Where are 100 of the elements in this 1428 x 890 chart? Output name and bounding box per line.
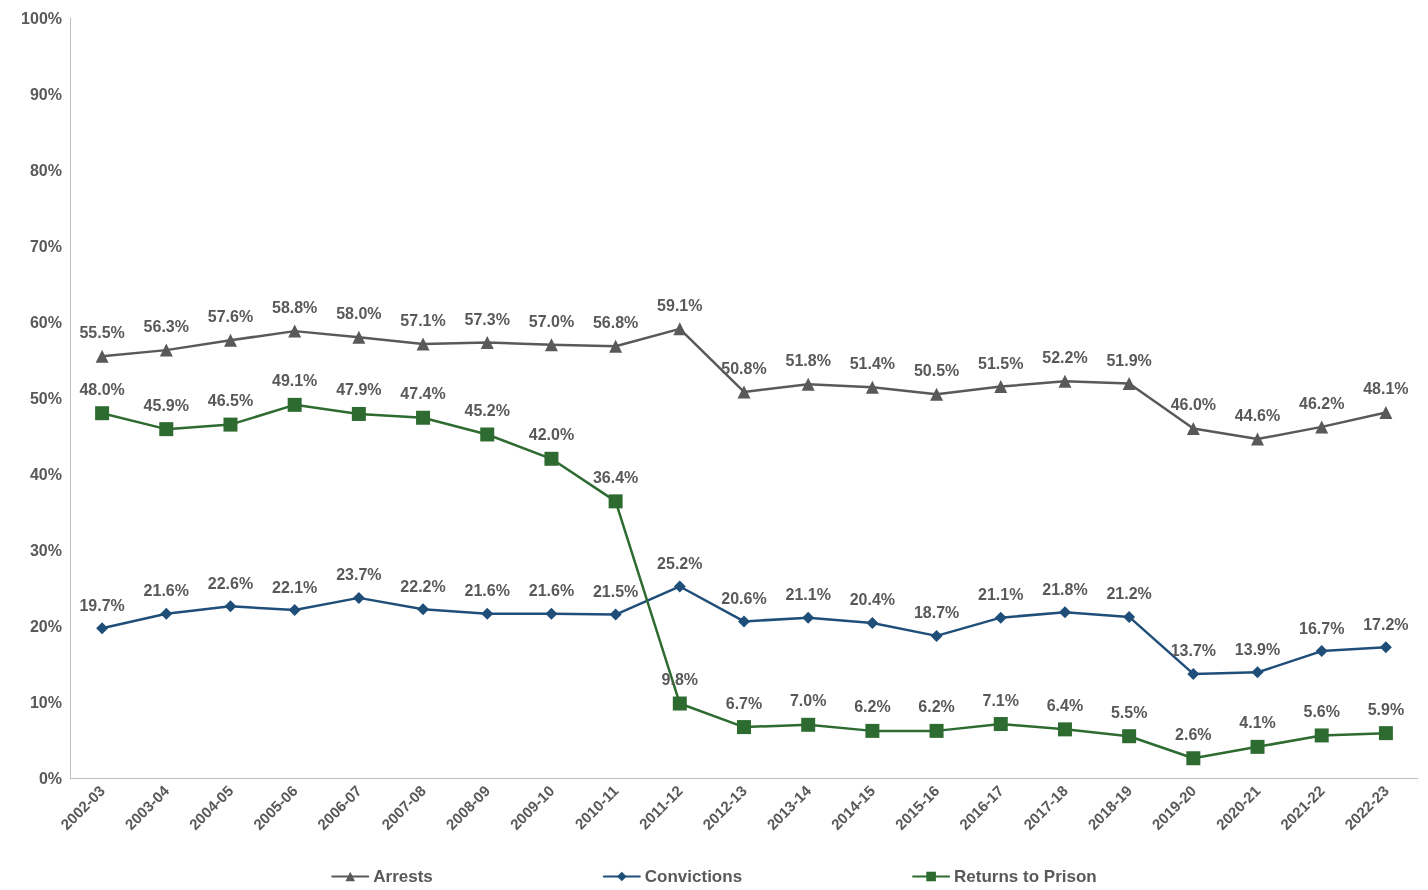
point (993, 717, 1008, 732)
point (1378, 726, 1393, 741)
data-label: 58.8% (271, 299, 318, 317)
y-tick-label: 30% (29, 541, 62, 559)
point (544, 338, 558, 352)
data-label: 59.1% (657, 296, 703, 314)
point (416, 337, 430, 351)
data-label: 21.5% (592, 583, 639, 601)
point (1315, 645, 1328, 658)
data-label: 16.7% (1299, 619, 1345, 637)
y-tick-label: 70% (29, 237, 62, 255)
point (159, 343, 173, 357)
point (416, 410, 431, 425)
data-label: 48.0% (79, 380, 125, 398)
point (1186, 751, 1201, 766)
point (1058, 606, 1071, 619)
data-label: 21.6% (143, 582, 189, 600)
data-label: 21.1% (978, 586, 1024, 604)
point (1187, 667, 1200, 680)
y-tick-label: 20% (29, 617, 62, 635)
data-label: 19.7% (79, 596, 125, 614)
point (737, 385, 751, 399)
y-tick-label: 10% (29, 693, 62, 711)
data-label: 56.3% (143, 318, 189, 336)
data-label: 45.9% (143, 396, 189, 414)
data-label: 25.2% (657, 554, 703, 572)
point (672, 696, 687, 711)
point (994, 380, 1008, 394)
data-label: 5.9% (1367, 700, 1405, 718)
data-label: 6.2% (918, 698, 955, 716)
y-tick-label: 40% (29, 465, 62, 483)
point (288, 604, 301, 617)
point (352, 330, 366, 344)
point (802, 611, 815, 624)
point (930, 629, 943, 642)
point (994, 611, 1007, 624)
point (865, 380, 879, 394)
data-label: 51.4% (849, 355, 896, 373)
data-label: 7.1% (982, 691, 1019, 709)
data-label: 47.4% (400, 385, 446, 403)
legend-label: Arrests (373, 867, 433, 886)
point (865, 723, 880, 738)
point (608, 494, 623, 509)
point (545, 607, 558, 620)
data-label: 57.3% (464, 310, 510, 328)
data-label: 44.6% (1234, 407, 1281, 425)
point (223, 417, 238, 432)
data-label: 23.7% (336, 566, 382, 584)
y-tick-label: 50% (29, 389, 62, 407)
point (160, 607, 173, 620)
data-label: 13.7% (1170, 642, 1217, 660)
point (417, 603, 430, 616)
point (738, 615, 750, 628)
point (1058, 374, 1072, 388)
data-label: 48.1% (1363, 380, 1409, 398)
point (1315, 420, 1329, 434)
data-label: 50.8% (721, 359, 767, 377)
point (159, 422, 174, 437)
data-label: 17.2% (1363, 615, 1409, 633)
data-label: 6.7% (725, 694, 763, 712)
point (1251, 432, 1265, 446)
data-label: 36.4% (592, 468, 639, 486)
data-label: 21.8% (1042, 580, 1088, 598)
point (801, 717, 816, 732)
data-label: 46.2% (1299, 394, 1345, 412)
legend-label: Returns to Prison (954, 867, 1097, 886)
point (1250, 739, 1265, 754)
data-label: 51.5% (978, 354, 1024, 372)
y-tick-label: 0% (38, 769, 62, 787)
data-label: 51.9% (1106, 351, 1152, 369)
data-label: 21.2% (1106, 585, 1152, 603)
legend-label: Convictions (644, 867, 743, 886)
point (1122, 729, 1137, 744)
y-tick-label: 90% (29, 85, 62, 103)
point (95, 349, 109, 363)
point (1251, 666, 1264, 679)
point (481, 607, 494, 620)
data-label: 22.2% (400, 577, 446, 595)
point (480, 427, 495, 442)
data-label: 13.9% (1234, 640, 1281, 658)
data-label: 22.6% (207, 574, 254, 592)
data-label: 21.6% (528, 582, 575, 600)
data-label: 6.4% (1046, 696, 1084, 714)
point (288, 324, 302, 338)
point (352, 591, 365, 604)
y-tick-label: 80% (29, 161, 62, 179)
data-label: 56.8% (592, 314, 639, 332)
point (609, 339, 623, 353)
data-label: 57.6% (207, 308, 254, 326)
point (223, 333, 237, 347)
point (673, 580, 686, 593)
data-label: 20.6% (721, 589, 767, 607)
point (866, 616, 879, 629)
point (287, 397, 302, 412)
point (673, 322, 687, 336)
data-label: 58.0% (336, 305, 382, 323)
point (1186, 421, 1200, 435)
data-label: 52.2% (1042, 349, 1088, 367)
data-label: 18.7% (913, 604, 960, 622)
point (930, 387, 944, 401)
